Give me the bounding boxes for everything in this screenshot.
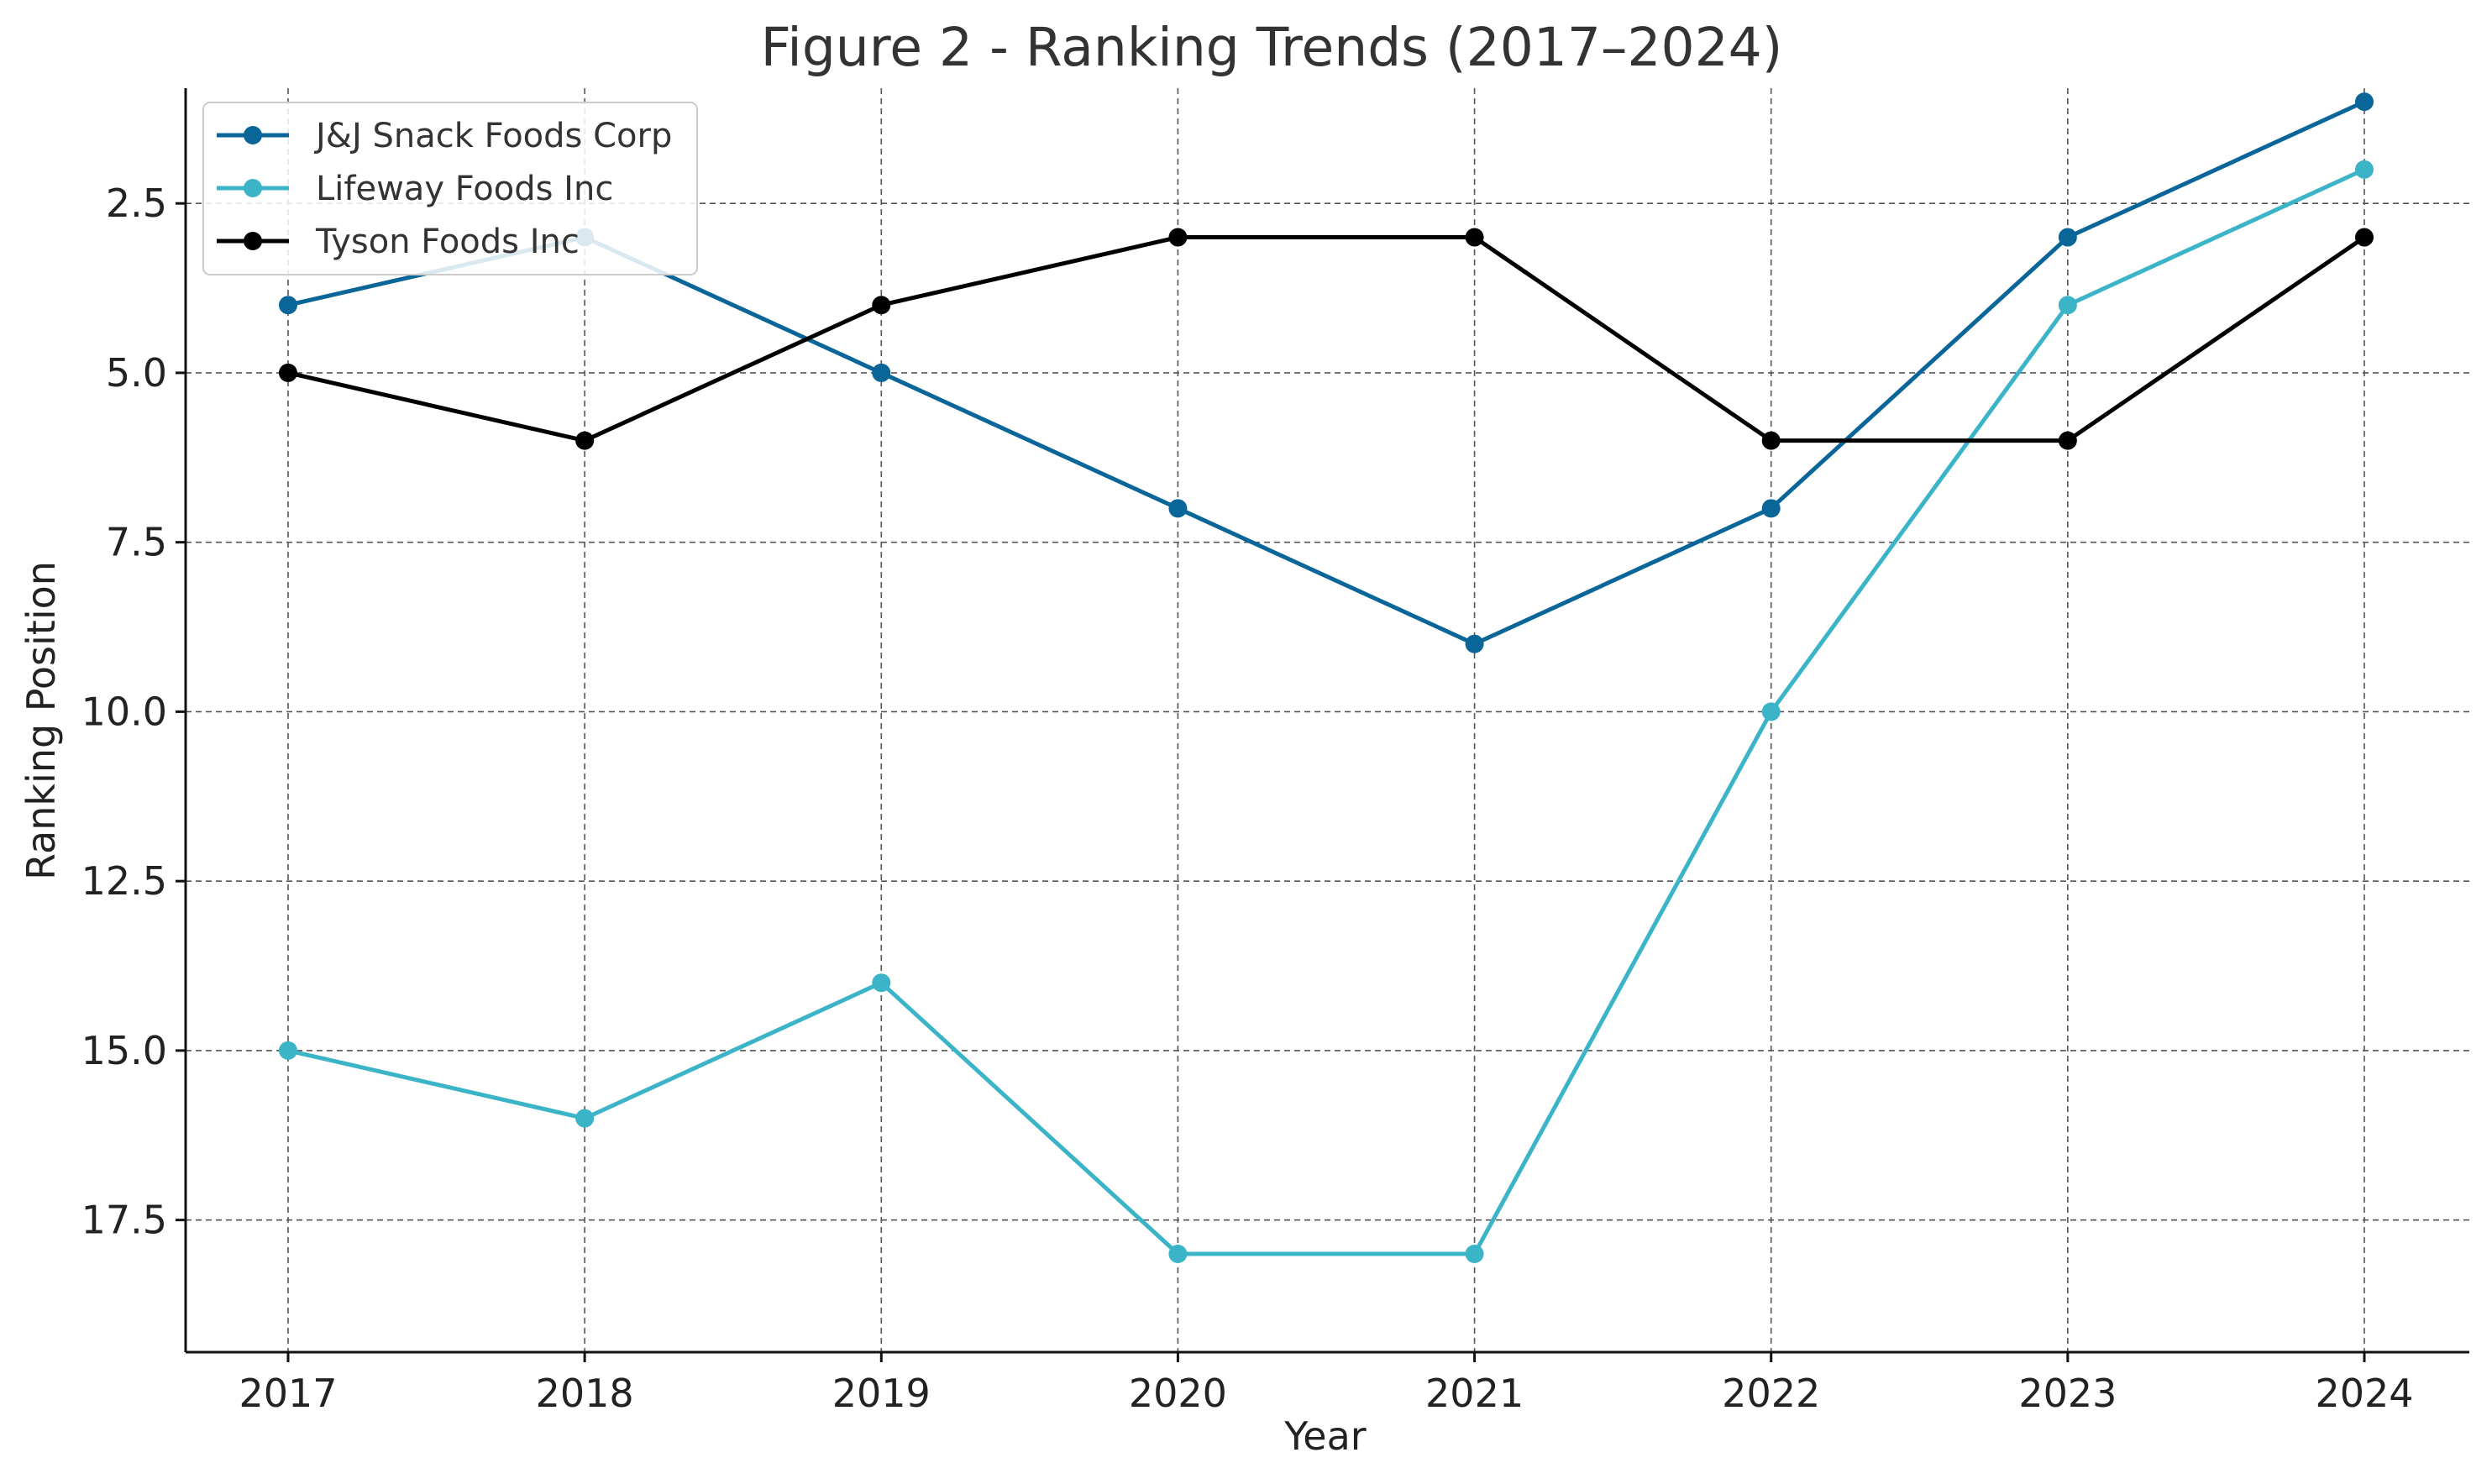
legend-swatch-marker	[244, 232, 262, 250]
legend-entry: Tyson Foods Inc	[315, 223, 580, 261]
data-point	[279, 296, 297, 315]
y-axis-label: Ranking Position	[18, 561, 64, 880]
data-point	[279, 1041, 297, 1060]
data-point	[2058, 296, 2077, 315]
data-point	[279, 363, 297, 382]
data-point	[2355, 228, 2374, 247]
data-point	[2355, 160, 2374, 179]
y-tick-label: 5.0	[106, 350, 167, 396]
data-point	[1465, 228, 1484, 247]
tick-labels: 2017 2018 2019 2020 2021 2022 2023 2024 2.5 5.0 7.…	[81, 181, 2414, 1416]
grid-lines	[186, 88, 2469, 1352]
data-point	[1761, 499, 1781, 518]
data-point	[1168, 1244, 1188, 1263]
y-tick-label: 15.0	[81, 1028, 167, 1073]
data-point	[1465, 634, 1484, 653]
data-point	[1168, 499, 1188, 518]
legend: J&J Snack Foods Corp Lifeway Foods Inc Tys…	[202, 102, 698, 275]
y-tick-label: 17.5	[81, 1198, 167, 1243]
data-point	[1168, 228, 1188, 247]
series-line	[286, 235, 2367, 443]
legend-swatch-marker	[244, 179, 262, 197]
data-point	[872, 973, 891, 993]
data-point	[2058, 228, 2077, 247]
data-point	[1761, 431, 1781, 450]
legend-entry: J&J Snack Foods Corp	[313, 117, 672, 155]
x-tick-label: 2017	[239, 1371, 337, 1416]
x-tick-label: 2019	[832, 1371, 931, 1416]
x-tick-label: 2020	[1129, 1371, 1227, 1416]
legend-swatch-marker	[244, 126, 262, 144]
series-3	[279, 228, 2374, 450]
data-point	[575, 1109, 595, 1128]
x-tick-label: 2021	[1425, 1371, 1524, 1416]
data-point	[1465, 1244, 1484, 1263]
x-tick-label: 2023	[2018, 1371, 2117, 1416]
chart-title: Figure 2 - Ranking Trends (2017–2024)	[761, 17, 1783, 78]
y-tick-label: 2.5	[106, 181, 167, 226]
x-tick-label: 2018	[536, 1371, 634, 1416]
x-axis-label: Year	[1283, 1413, 1366, 1459]
series-2	[279, 160, 2374, 1263]
y-tick-label: 10.0	[81, 689, 167, 734]
data-point	[2058, 431, 2077, 450]
y-tick-label: 12.5	[81, 858, 167, 904]
axes	[184, 88, 2469, 1354]
series-line	[286, 167, 2367, 1256]
data-point	[1761, 702, 1781, 721]
data-point	[575, 431, 595, 450]
x-tick-label: 2022	[1722, 1371, 1820, 1416]
legend-entry: Lifeway Foods Inc	[316, 170, 613, 208]
data-point	[2355, 92, 2374, 112]
data-point	[872, 296, 891, 315]
x-tick-label: 2024	[2315, 1371, 2413, 1416]
y-tick-label: 7.5	[106, 520, 167, 565]
legend-box	[202, 102, 698, 275]
data-point	[872, 363, 891, 382]
series-lines	[279, 92, 2374, 1263]
